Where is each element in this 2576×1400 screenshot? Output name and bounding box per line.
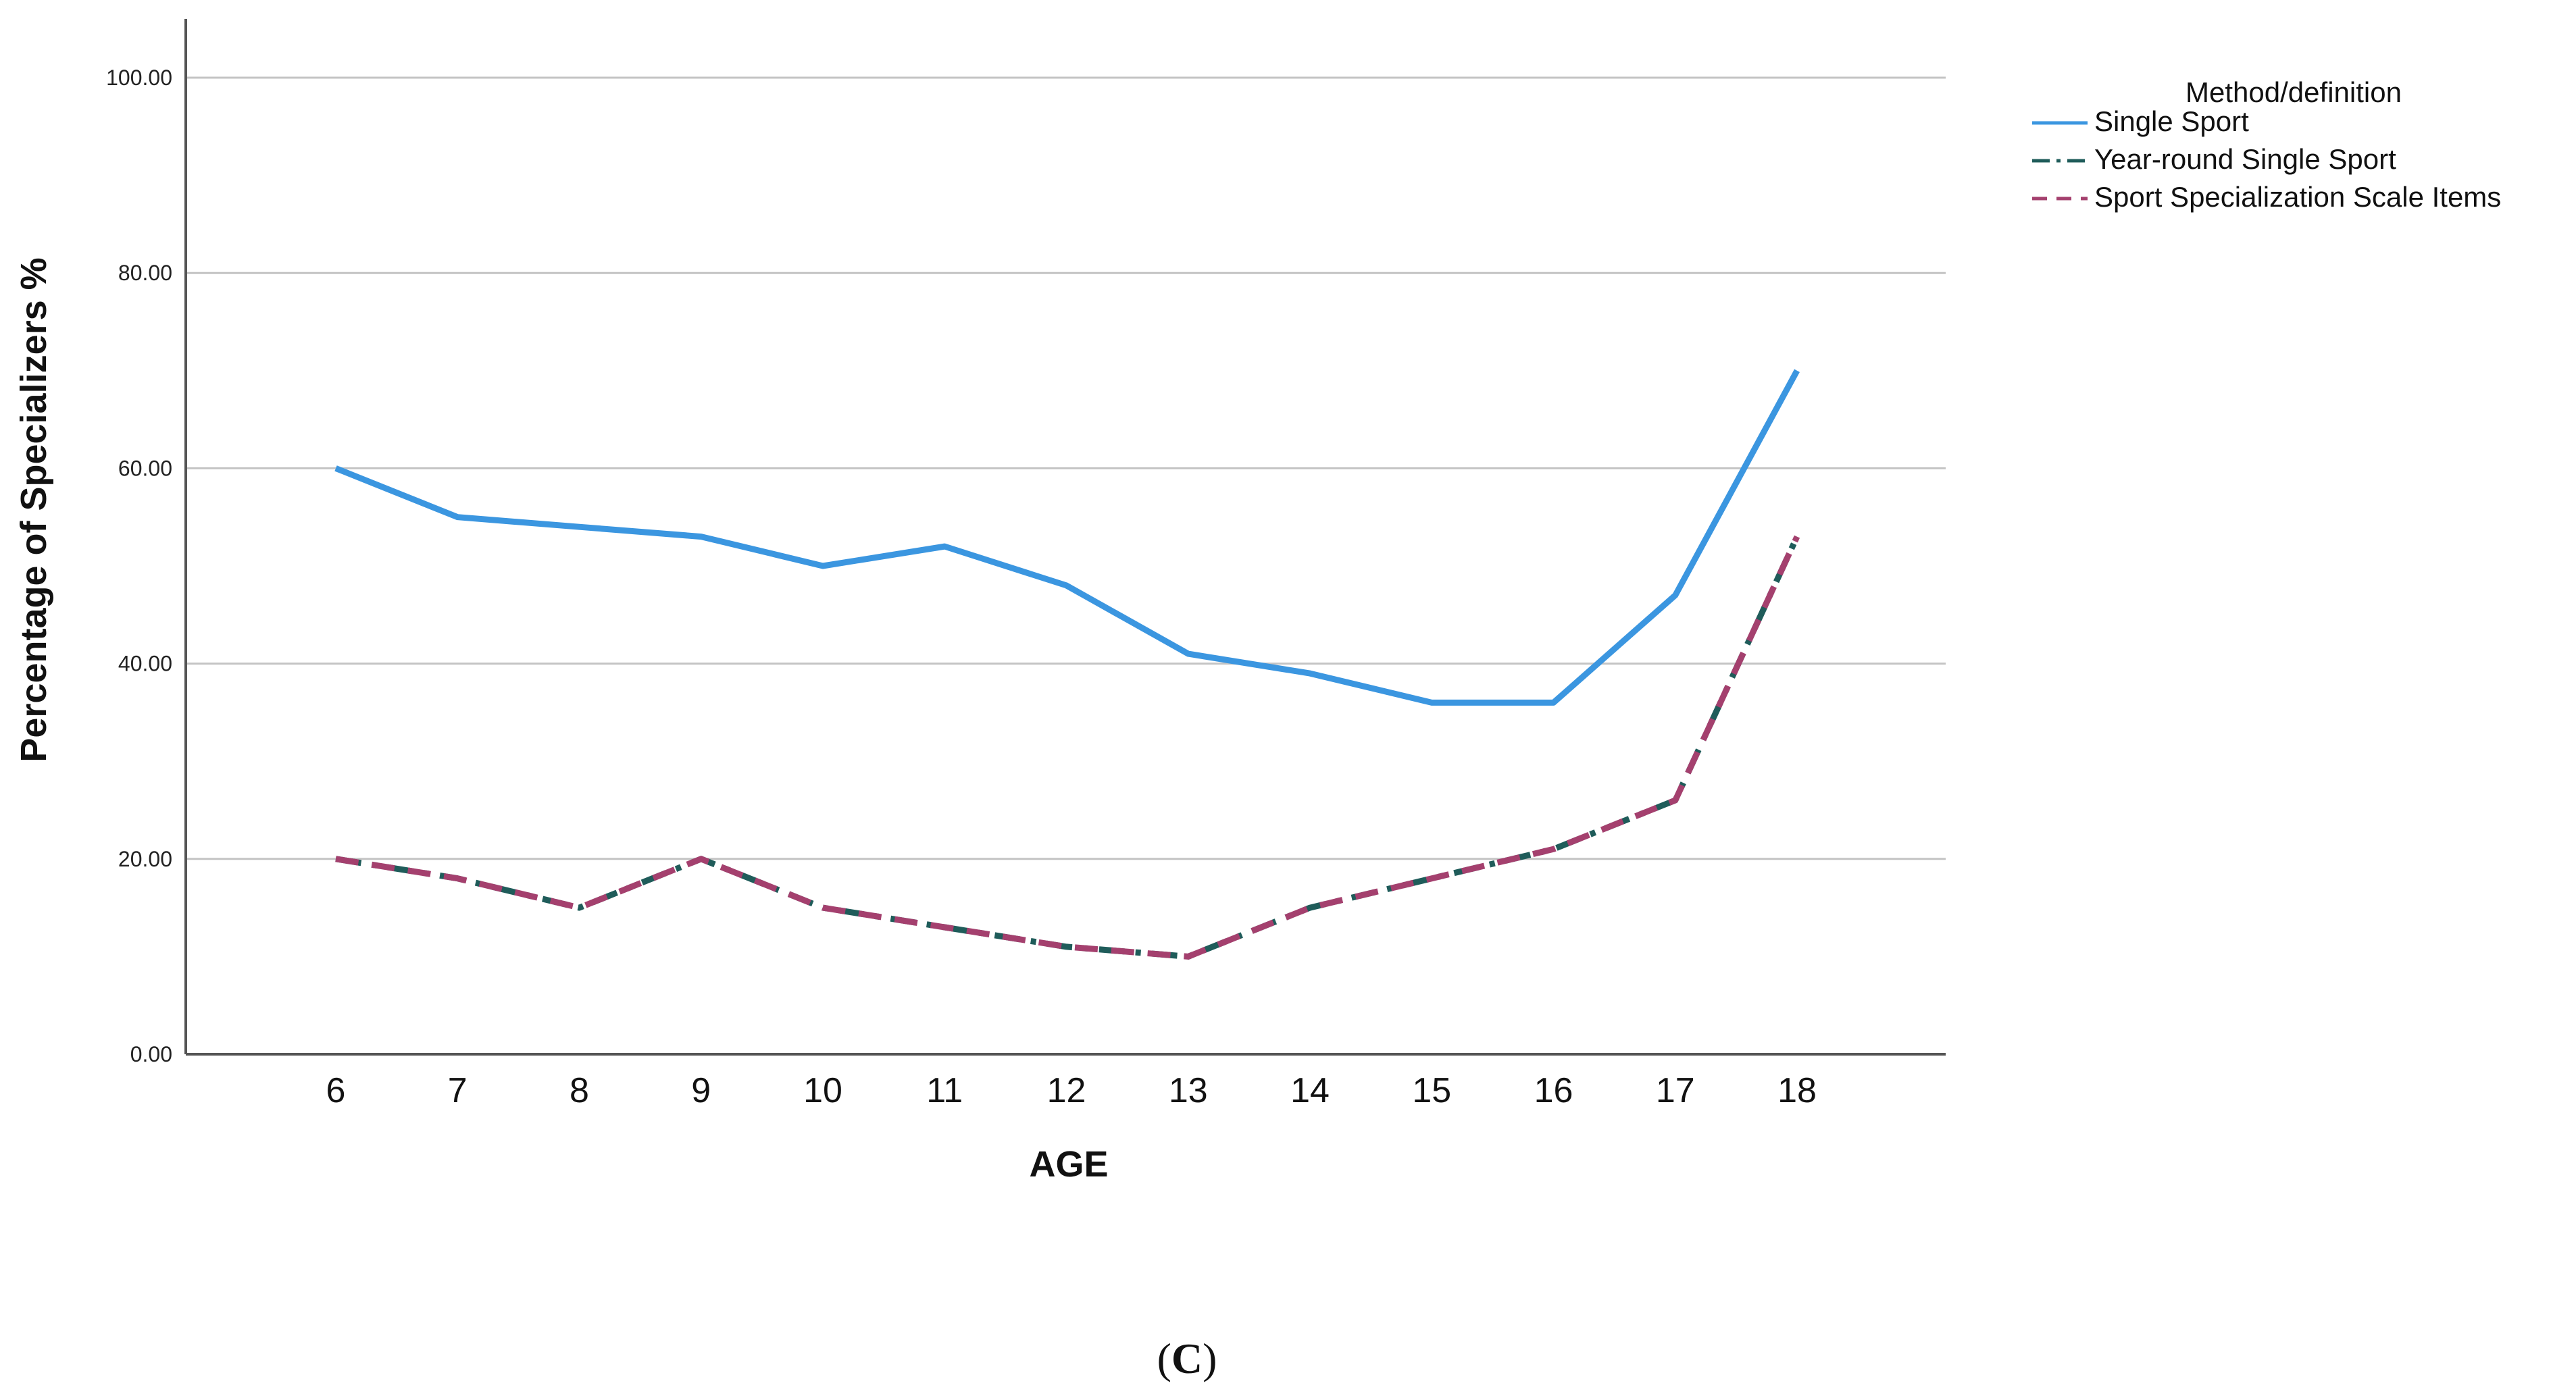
x-tick-label: 6 [326,1071,346,1110]
legend: Method/definition Single Sport Year-round… [2032,76,2501,213]
series-lines [334,369,1800,960]
series-line-sport-specialization-scale-items [335,535,1800,960]
x-tick-label: 10 [803,1071,842,1110]
legend-label: Sport Specialization Scale Items [2094,181,2501,213]
x-tick-label: 7 [448,1071,468,1110]
legend-label: Year-round Single Sport [2094,143,2396,175]
x-tick-label: 9 [691,1071,711,1110]
x-tick-label: 14 [1290,1071,1330,1110]
legend-items: Single Sport Year-round Single Sport Sport… [2032,105,2501,213]
legend-title: Method/definition [2186,76,2402,108]
x-tick-label: 13 [1169,1071,1208,1110]
gridlines [186,76,1946,860]
x-tick-label: 15 [1412,1071,1451,1110]
y-tick-label: 0.00 [130,1042,172,1066]
y-tick-label: 60.00 [118,456,172,480]
x-tick-label: 16 [1534,1071,1573,1110]
x-tick-label: 12 [1047,1071,1086,1110]
y-axis-title: Percentage of Specializers % [14,257,54,762]
x-tick-label: 17 [1656,1071,1695,1110]
caption-open-paren: ( [1157,1334,1171,1382]
axes [184,19,1946,1056]
caption-close-paren: ) [1203,1334,1217,1382]
x-tick-labels: 6 7 8 9 10 11 12 13 14 15 16 17 18 [326,1071,1817,1110]
y-tick-label: 100.00 [106,66,172,90]
series-line-year-round-single-sport [335,535,1800,960]
y-tick-label: 20.00 [118,847,172,871]
figure-caption: (C) [1157,1334,1217,1382]
x-axis-title: AGE [1029,1144,1108,1185]
y-tick-label: 40.00 [118,652,172,676]
caption-letter: C [1171,1334,1203,1382]
legend-label: Single Sport [2094,105,2249,137]
y-tick-labels: 0.00 20.00 40.00 60.00 80.00 100.00 [106,66,172,1066]
y-tick-label: 80.00 [118,261,172,285]
x-tick-label: 11 [926,1071,963,1110]
x-tick-label: 18 [1777,1071,1817,1110]
series-line-single-sport [334,369,1800,706]
x-tick-label: 8 [570,1071,589,1110]
